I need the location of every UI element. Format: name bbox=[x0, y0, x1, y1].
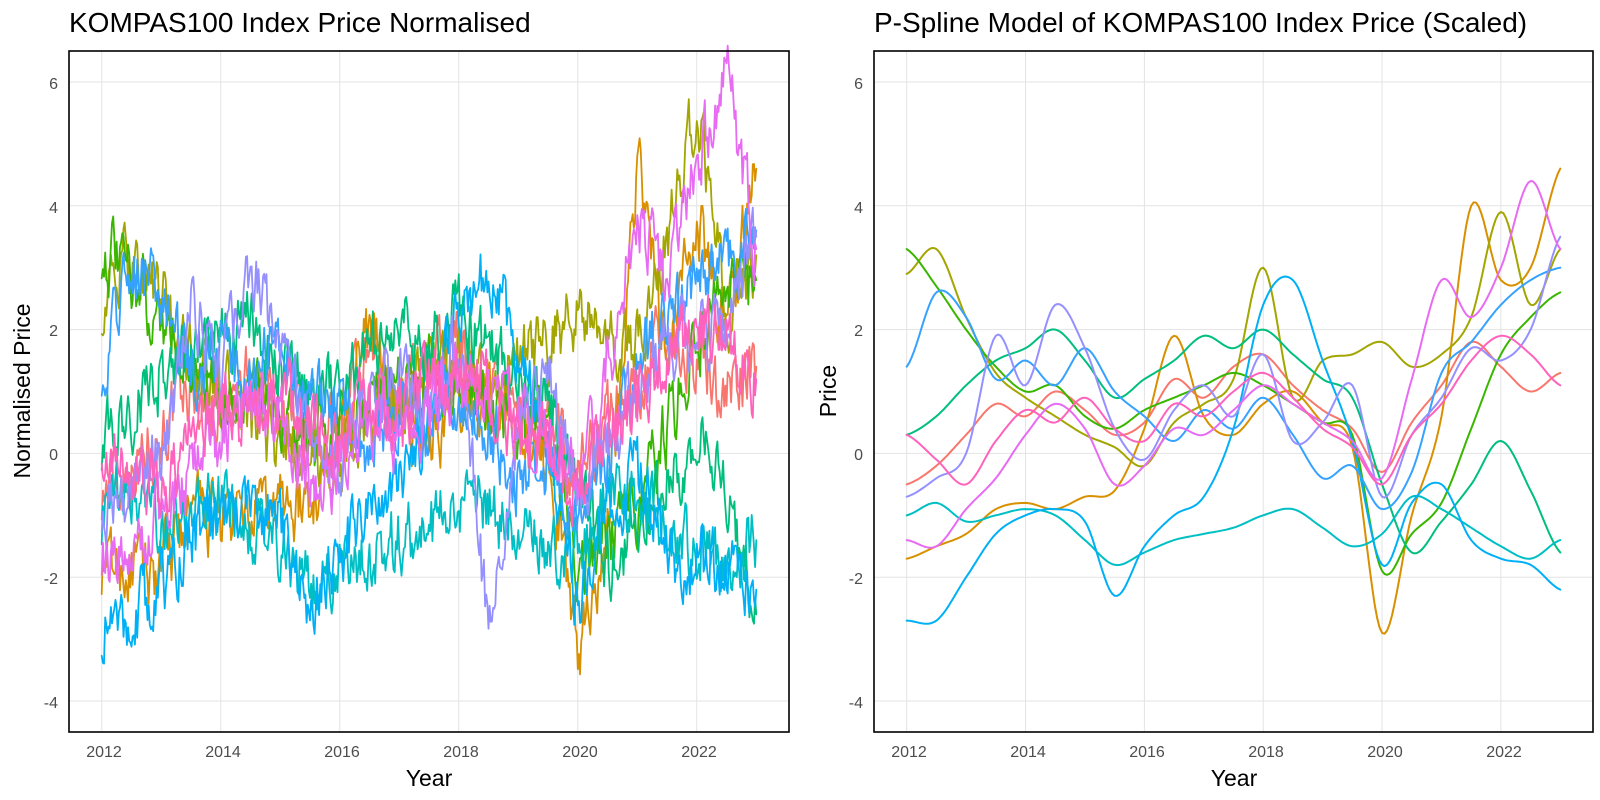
y-tick-label: 6 bbox=[854, 76, 863, 93]
chart-title: KOMPAS100 Index Price Normalised bbox=[69, 7, 531, 38]
series-line bbox=[100, 44, 758, 584]
x-axis-ticks: 2012 2014 2016 2018 2020 2022 bbox=[891, 744, 1522, 761]
series-group bbox=[100, 44, 758, 676]
x-tick-label: 2018 bbox=[443, 744, 479, 761]
series-line bbox=[905, 328, 1562, 555]
y-tick-label: 6 bbox=[49, 76, 58, 93]
series-line bbox=[905, 211, 1562, 468]
y-tick-label: 4 bbox=[854, 200, 863, 217]
series-line bbox=[100, 207, 758, 537]
plot-frame bbox=[873, 50, 1594, 733]
y-axis-ticks: 6 4 2 0 -2 -4 bbox=[44, 76, 58, 712]
series-line bbox=[905, 266, 1562, 511]
y-axis-title: Price bbox=[815, 365, 841, 417]
series-line bbox=[100, 294, 758, 528]
y-tick-label: -2 bbox=[44, 571, 58, 588]
x-axis-ticks: 2012 2014 2016 2018 2020 2022 bbox=[86, 744, 717, 761]
y-axis-title: Normalised Price bbox=[9, 303, 35, 478]
series-line bbox=[905, 494, 1562, 567]
series-line bbox=[905, 180, 1562, 549]
grid bbox=[874, 51, 1593, 732]
x-tick-label: 2020 bbox=[1367, 744, 1403, 761]
y-tick-label: 2 bbox=[49, 323, 58, 340]
plot-frame bbox=[68, 50, 790, 733]
x-axis-title: Year bbox=[1211, 765, 1258, 791]
x-tick-label: 2016 bbox=[324, 744, 360, 761]
y-tick-label: 4 bbox=[49, 200, 58, 217]
x-tick-label: 2022 bbox=[1486, 744, 1522, 761]
series-line bbox=[905, 248, 1562, 576]
x-tick-label: 2016 bbox=[1129, 744, 1165, 761]
x-tick-label: 2020 bbox=[562, 744, 598, 761]
series-group bbox=[905, 167, 1562, 635]
x-tick-label: 2012 bbox=[86, 744, 122, 761]
x-tick-label: 2014 bbox=[1010, 744, 1046, 761]
x-tick-label: 2018 bbox=[1248, 744, 1284, 761]
x-tick-label: 2012 bbox=[891, 744, 927, 761]
x-tick-label: 2022 bbox=[681, 744, 717, 761]
left-panel: KOMPAS100 Index Price Normalised 6 4 2 0… bbox=[9, 7, 790, 791]
series-line bbox=[905, 167, 1562, 635]
x-tick-label: 2014 bbox=[205, 744, 241, 761]
y-tick-label: -2 bbox=[849, 571, 863, 588]
x-axis-title: Year bbox=[406, 765, 453, 791]
y-tick-label: 2 bbox=[854, 323, 863, 340]
y-axis-ticks: 6 4 2 0 -2 -4 bbox=[849, 76, 863, 712]
series-line bbox=[905, 334, 1562, 486]
right-panel: P-Spline Model of KOMPAS100 Index Price … bbox=[815, 7, 1594, 791]
series-line bbox=[905, 235, 1562, 499]
y-tick-label: 0 bbox=[49, 447, 58, 464]
chart-title: P-Spline Model of KOMPAS100 Index Price … bbox=[874, 7, 1527, 38]
y-tick-label: -4 bbox=[849, 695, 863, 712]
series-line bbox=[905, 340, 1562, 486]
y-tick-label: -4 bbox=[44, 695, 58, 712]
y-tick-label: 0 bbox=[854, 447, 863, 464]
